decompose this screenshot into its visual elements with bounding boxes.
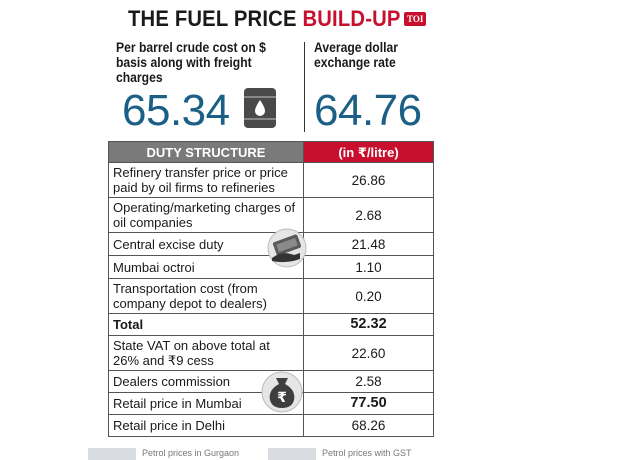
related-link-left[interactable]: Petrol prices in Gurgaon xyxy=(142,448,240,458)
related-thumbnail[interactable] xyxy=(88,448,136,460)
row-item: Transportation cost (from company depot … xyxy=(108,278,304,314)
title-main-text: THE FUEL PRICE xyxy=(128,6,303,31)
row-value: 2.58 xyxy=(303,370,434,393)
table-row: Retail price in Delhi 68.26 xyxy=(108,414,434,437)
row-item: Refinery transfer price or price paid by… xyxy=(108,162,304,198)
row-item: Total xyxy=(108,313,304,336)
related-thumbnail[interactable] xyxy=(268,448,316,460)
fuel-price-infographic: THE FUEL PRICE BUILD-UP TOI Per barrel c… xyxy=(108,4,434,437)
table-row-total: Total 52.32 xyxy=(108,313,434,336)
title-row: THE FUEL PRICE BUILD-UP TOI xyxy=(108,4,434,38)
row-item: State VAT on above total at 26% and ₹9 c… xyxy=(108,335,304,371)
related-link-right[interactable]: Petrol prices with GST xyxy=(322,448,412,458)
table-row: Refinery transfer price or price paid by… xyxy=(108,162,434,198)
row-value: 21.48 xyxy=(303,232,434,256)
row-value: 22.60 xyxy=(303,335,434,371)
row-value: 2.68 xyxy=(303,197,434,233)
crude-cost-value: 65.34 xyxy=(122,86,230,135)
table-row: Retail price in Mumbai 77.50 xyxy=(108,392,434,415)
stats-divider xyxy=(304,42,305,132)
oil-barrel-icon xyxy=(244,88,276,128)
table-header-row: DUTY STRUCTURE (in ₹/litre) xyxy=(108,141,434,163)
stats-section: Per barrel crude cost on $ basis along w… xyxy=(108,38,434,138)
exchange-rate-value: 64.76 xyxy=(314,86,422,135)
unit-header: (in ₹/litre) xyxy=(303,141,434,163)
row-value: 0.20 xyxy=(303,278,434,314)
exchange-rate-label: Average dollar exchange rate xyxy=(314,40,398,70)
row-value: 1.10 xyxy=(303,255,434,279)
title-accent-text: BUILD-UP xyxy=(302,6,401,31)
rupee-bag-icon: ₹ xyxy=(261,371,303,413)
crude-cost-label: Per barrel crude cost on $ basis along w… xyxy=(116,40,266,85)
table-row: State VAT on above total at 26% and ₹9 c… xyxy=(108,335,434,371)
infographic-title: THE FUEL PRICE BUILD-UP xyxy=(128,6,401,32)
row-value: 77.50 xyxy=(303,392,434,415)
duty-structure-table: DUTY STRUCTURE (in ₹/litre) Refinery tra… xyxy=(108,141,434,437)
svg-text:₹: ₹ xyxy=(277,390,287,406)
toi-logo: TOI xyxy=(404,12,427,26)
related-links-footer: Petrol prices in Gurgaon Petrol prices w… xyxy=(88,446,448,460)
table-row: Transportation cost (from company depot … xyxy=(108,278,434,314)
row-value: 52.32 xyxy=(303,313,434,336)
duty-structure-header: DUTY STRUCTURE xyxy=(108,141,304,163)
row-item: Retail price in Delhi xyxy=(108,414,304,437)
row-value: 26.86 xyxy=(303,162,434,198)
money-hand-icon xyxy=(267,228,307,268)
table-row: Mumbai octroi 1.10 xyxy=(108,255,434,279)
row-value: 68.26 xyxy=(303,414,434,437)
